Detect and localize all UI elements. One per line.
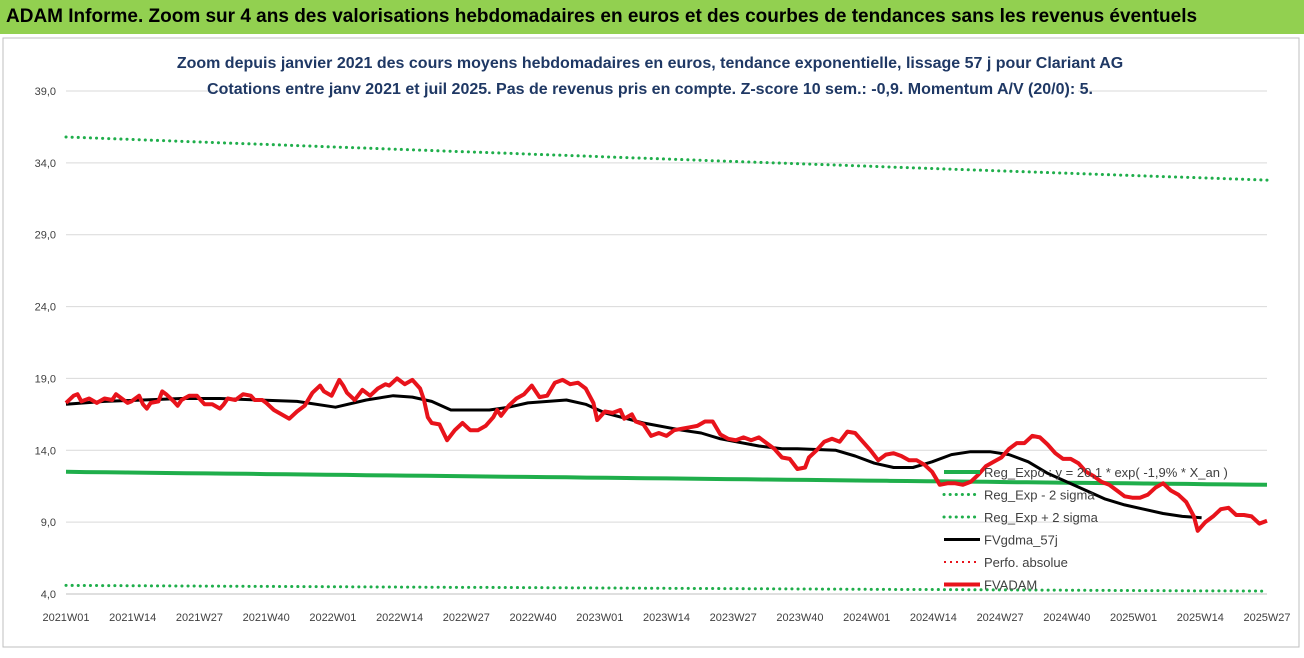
x-tick-label: 2022W27: [443, 612, 490, 624]
y-tick-label: 24,0: [35, 302, 56, 314]
x-tick-label: 2021W14: [109, 612, 156, 624]
chart-title: Zoom depuis janvier 2021 des cours moyen…: [177, 55, 1123, 72]
y-tick-label: 34,0: [35, 158, 56, 170]
x-tick-label: 2021W27: [176, 612, 223, 624]
legend-label: Reg_Exp - 2 sigma: [984, 488, 1095, 503]
x-tick-label: 2022W14: [376, 612, 423, 624]
legend-label: Reg_Expo : y = 20,1 * exp( -1,9% * X_an …: [984, 465, 1228, 480]
y-tick-label: 29,0: [35, 230, 56, 242]
line-chart: 4,09,014,019,024,029,034,039,0 2021W01 20…: [2, 37, 1300, 648]
x-tick-label: 2021W40: [243, 612, 290, 624]
series-layer: [64, 135, 1269, 593]
series-line: [64, 376, 1268, 533]
x-tick-label: 2023W14: [643, 612, 690, 624]
series-line: [64, 583, 1269, 593]
x-tick-label: 2023W40: [776, 612, 823, 624]
x-axis: 2021W01 2021W14 2021W27 2021W40 2022W01 2022W…: [42, 593, 1291, 624]
x-tick-label: 2022W40: [510, 612, 557, 624]
series-line: [65, 394, 1202, 520]
chart-banner-title: ADAM Informe. Zoom sur 4 ans des valoris…: [0, 0, 1304, 34]
legend-label: Reg_Exp + 2 sigma: [984, 510, 1099, 525]
y-axis: 4,0 9,0 14,0 19,0 24,0 29,0 34,0 39,0: [35, 86, 56, 601]
legend-label: Perfo. absolue: [984, 555, 1068, 570]
y-tick-label: 19,0: [35, 373, 56, 385]
x-tick-label: 2024W01: [843, 612, 890, 624]
legend: Reg_Expo : y = 20,1 * exp( -1,9% * X_an …: [942, 465, 1228, 593]
legend-label: FVgdma_57j: [984, 533, 1058, 548]
y-tick-label: 9,0: [41, 517, 56, 529]
y-tick-label: 4,0: [41, 589, 56, 601]
y-tick-label: 14,0: [35, 445, 56, 457]
x-tick-label: 2023W01: [576, 612, 623, 624]
series-line: [64, 135, 1269, 182]
x-tick-label: 2023W27: [710, 612, 757, 624]
x-tick-label: 2025W01: [1110, 612, 1157, 624]
y-tick-label: 39,0: [35, 86, 56, 98]
x-tick-label: 2024W27: [977, 612, 1024, 624]
legend-label: FVADAM: [984, 578, 1037, 593]
x-tick-label: 2022W01: [309, 612, 356, 624]
chart-area-border: [2, 37, 1300, 648]
x-tick-label: 2024W14: [910, 612, 957, 624]
x-tick-label: 2025W27: [1243, 612, 1290, 624]
subtitle-backdrop: [226, 74, 1078, 102]
x-tick-label: 2021W01: [42, 612, 89, 624]
x-tick-label: 2025W14: [1177, 612, 1224, 624]
chart-subtitle: Cotations entre janv 2021 et juil 2025. …: [207, 81, 1093, 98]
chart-frame: 4,0 9,0 14,0 19,0 24,0 29,0 34,0 39,0 2021W01 20…: [0, 34, 1304, 653]
x-tick-label: 2024W40: [1043, 612, 1090, 624]
gridlines: [66, 90, 1267, 595]
